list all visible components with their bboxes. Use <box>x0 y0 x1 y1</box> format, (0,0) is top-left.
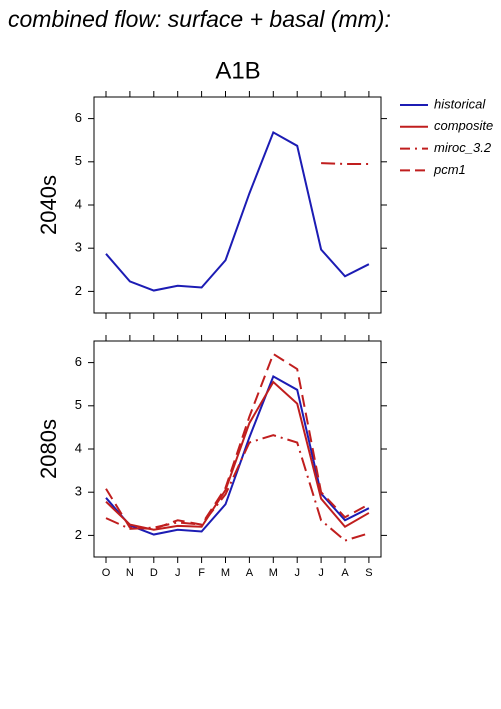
y-axis-label: 2040s <box>36 175 61 235</box>
series-line <box>105 130 370 292</box>
y-tick-label: 3 <box>75 484 82 499</box>
x-tick-label: A <box>246 567 254 579</box>
x-tick-label: O <box>102 567 111 579</box>
legend-label: pcm1 <box>433 162 466 177</box>
y-tick-label: 2 <box>75 283 82 298</box>
y-tick-label: 5 <box>75 153 82 168</box>
legend-label: composite <box>434 118 493 133</box>
y-tick-label: 6 <box>75 354 82 369</box>
x-tick-label: A <box>341 567 349 579</box>
y-axis-label: 2080s <box>36 419 61 479</box>
y-tick-label: 3 <box>75 240 82 255</box>
legend-label: miroc_3.2 <box>434 140 492 155</box>
series-line <box>105 352 370 530</box>
chart-title: combined flow: surface + basal (mm): <box>8 6 391 32</box>
x-tick-label: S <box>365 567 372 579</box>
y-tick-label: 6 <box>75 110 82 125</box>
legend-label: historical <box>434 96 486 111</box>
chart-subtitle: A1B <box>215 57 260 84</box>
x-tick-label: F <box>198 567 205 579</box>
y-tick-label: 5 <box>75 397 82 412</box>
y-tick-label: 4 <box>75 440 82 455</box>
x-tick-label: M <box>269 567 278 579</box>
x-tick-label: N <box>126 567 134 579</box>
y-tick-label: 2 <box>75 527 82 542</box>
x-tick-label: J <box>294 567 300 579</box>
series-line <box>321 162 369 165</box>
x-tick-label: D <box>150 567 158 579</box>
x-tick-label: J <box>318 567 324 579</box>
y-tick-label: 4 <box>75 196 82 211</box>
x-tick-label: J <box>175 567 181 579</box>
x-tick-label: M <box>221 567 230 579</box>
